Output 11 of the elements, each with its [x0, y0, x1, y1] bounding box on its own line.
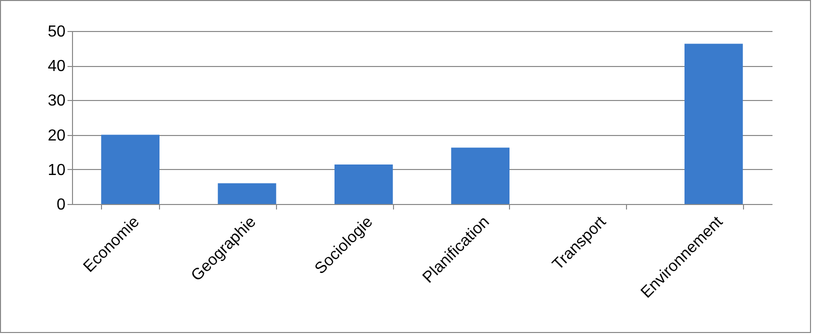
y-tick-label: 10 — [48, 162, 66, 179]
y-tick-label: 50 — [48, 24, 66, 40]
bar — [101, 134, 160, 204]
bar — [451, 148, 510, 204]
y-tick-label: 0 — [56, 196, 66, 214]
bar — [684, 44, 743, 204]
y-tick-label: 20 — [48, 127, 66, 144]
y-tick-label: 30 — [48, 92, 66, 110]
y-tick-label: 40 — [48, 58, 66, 76]
bar — [218, 183, 276, 204]
bar — [334, 164, 393, 204]
